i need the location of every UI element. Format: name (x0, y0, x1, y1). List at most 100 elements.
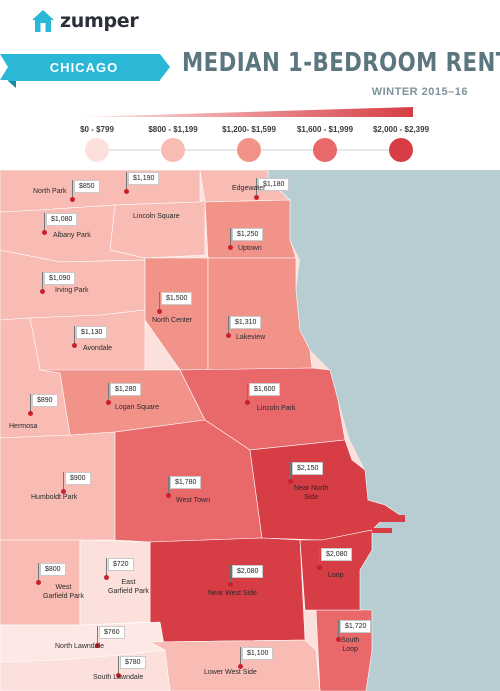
pin-dot-icon (226, 333, 231, 338)
legend-label: $800 - $1,199 (148, 125, 198, 134)
neighborhood-name: Logan Square (115, 404, 159, 411)
rent-value: $800 (40, 563, 66, 576)
chicago-rent-map (0, 170, 500, 691)
neighborhood-name: West Town (176, 497, 210, 504)
region-avondale (29, 309, 146, 374)
pin-pole (106, 558, 107, 577)
region-near-north-side (249, 439, 401, 541)
rent-value: $1,100 (242, 647, 274, 660)
pin-pole (44, 213, 45, 232)
neighborhood-name: North Lawndale (55, 643, 105, 650)
pin-dot-icon (104, 575, 109, 580)
pin-dot-icon (106, 400, 111, 405)
pin-pole (97, 626, 98, 645)
pin-pole (247, 383, 248, 402)
pin-dot-icon (166, 493, 171, 498)
neighborhood-name: Hermosa (9, 423, 38, 430)
neighborhood-name: West Garfield Park (43, 584, 84, 600)
rent-value: $850 (74, 180, 100, 193)
region-lincoln-square (109, 199, 206, 259)
pin-dot-icon (36, 580, 41, 585)
navy-pier (372, 515, 405, 522)
rent-value: $760 (99, 626, 125, 639)
neighborhood-name: Uptown (238, 245, 262, 252)
pin-pole (108, 383, 109, 402)
neighborhood-name: Lower West Side (204, 669, 257, 676)
pin-pole (256, 178, 257, 197)
pin-pole (168, 476, 169, 495)
pin-dot-icon (228, 245, 233, 250)
rent-value: $2,150 (292, 462, 324, 475)
legend-label: $1,600 - $1,999 (296, 125, 354, 134)
pin-dot-icon (124, 189, 129, 194)
city-label: CHICAGO (49, 60, 119, 75)
brand-logo[interactable]: zumper (30, 8, 139, 34)
neighborhood-name: North Center (152, 317, 193, 324)
pin-dot-icon (28, 411, 33, 416)
rent-value: $1,720 (340, 620, 372, 633)
legend-label: $1,200- $1,599 (222, 125, 276, 134)
neighborhood-name: Lincoln Square (133, 213, 180, 220)
rent-value: $720 (108, 558, 134, 571)
pin-dot-icon (254, 195, 259, 200)
rent-value: $780 (120, 656, 146, 669)
legend-label: $0 - $799 (80, 125, 114, 134)
legend-swatch (313, 138, 337, 162)
pin-dot-icon (238, 664, 243, 669)
pin-dot-icon (157, 309, 162, 314)
neighborhood-name: Lakeview (236, 334, 266, 341)
brand-name: zumper (60, 10, 139, 32)
rent-value: $1,500 (161, 292, 193, 305)
neighborhood-name: Near West Side (208, 590, 257, 597)
pin-pole (230, 565, 231, 584)
pin-pole (338, 620, 339, 639)
legend-swatch (389, 138, 413, 162)
pin-dot-icon (317, 565, 322, 570)
page-subtitle: WINTER 2015–16 (371, 86, 468, 98)
pin-pole (290, 462, 291, 481)
neighborhood-name: Irving Park (55, 287, 89, 294)
neighborhood-name: Humboldt Park (31, 494, 78, 501)
rent-value: $1,080 (46, 213, 78, 226)
pin-pole (74, 326, 75, 345)
neighborhood-name: Lincoln Park (257, 405, 296, 412)
pin-dot-icon (245, 400, 250, 405)
rent-value: $1,280 (110, 383, 142, 396)
legend-swatch (237, 138, 261, 162)
ribbon-fold (8, 81, 16, 88)
neighborhood-name: Loop (328, 572, 344, 579)
rent-value: $900 (65, 472, 91, 485)
neighborhood-name: Albany Park (53, 232, 91, 239)
header: zumper CHICAGO MEDIAN 1-BEDROOM RENT WIN… (0, 0, 500, 170)
rent-value: $2,080 (321, 548, 353, 561)
pin-pole (159, 292, 160, 311)
neighborhood-name: Edgewater (232, 185, 266, 192)
pin-dot-icon (95, 643, 100, 648)
pin-dot-icon (116, 673, 121, 678)
rent-value: $890 (32, 394, 58, 407)
rent-value: $1,190 (128, 172, 160, 185)
region-loop (299, 529, 373, 611)
house-icon (32, 10, 54, 32)
pin-pole (38, 563, 39, 582)
rent-value: $2,080 (232, 565, 264, 578)
rent-value: $1,090 (44, 272, 76, 285)
pin-dot-icon (70, 197, 75, 202)
neighborhood-name: East Garfield Park (108, 579, 149, 595)
pin-pole (240, 647, 241, 666)
pin-pole (230, 228, 231, 247)
pin-pole (42, 272, 43, 291)
neighborhood-name: South Lawndale (93, 674, 144, 681)
city-ribbon: CHICAGO (0, 54, 170, 81)
pin-dot-icon (42, 230, 47, 235)
rent-value: $1,600 (249, 383, 281, 396)
pin-pole (118, 656, 119, 675)
rent-value: $1,250 (232, 228, 264, 241)
neighborhood-name: Near North Side (294, 485, 329, 501)
pin-pole (228, 316, 229, 335)
pin-dot-icon (40, 289, 45, 294)
pin-pole (72, 180, 73, 199)
pin-dot-icon (72, 343, 77, 348)
region-humboldt-park (0, 431, 116, 541)
legend-swatch (85, 138, 109, 162)
